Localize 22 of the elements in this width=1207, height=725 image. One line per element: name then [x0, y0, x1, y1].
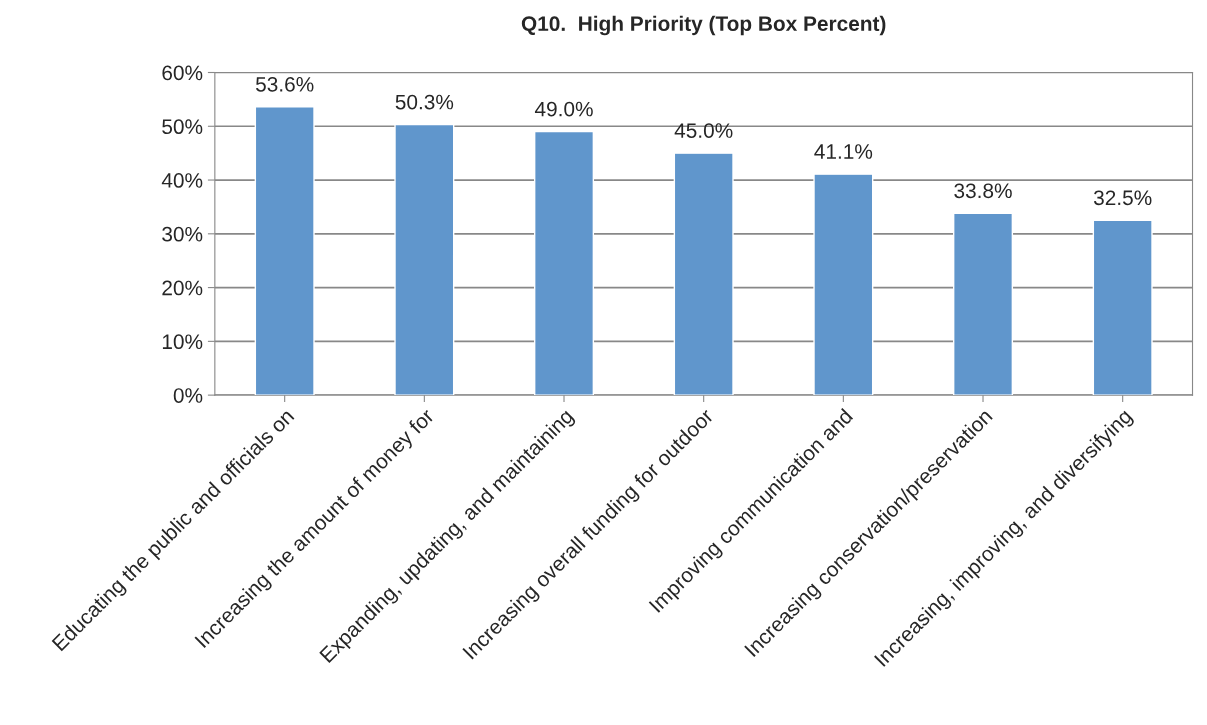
data-label: 33.8% — [954, 183, 1012, 199]
data-label: 41.1% — [814, 144, 873, 159]
data-label: 49.0% — [534, 101, 593, 117]
chart-title: Q10. High Priority (Top Box Percent) — [521, 15, 886, 36]
y-tick-label: 30% — [162, 226, 203, 242]
bar — [533, 130, 595, 396]
y-tick-label: 0% — [173, 388, 203, 403]
data-label: 53.6% — [255, 76, 314, 92]
bar — [813, 173, 874, 396]
bar — [952, 212, 1014, 396]
data-label: 50.3% — [395, 94, 454, 110]
bar — [254, 106, 315, 396]
data-label: 32.5% — [1093, 190, 1152, 206]
y-tick-label: 10% — [162, 334, 203, 350]
data-label: 45.0% — [674, 123, 733, 138]
y-tick-label: 20% — [162, 280, 203, 296]
y-tick-label: 50% — [162, 119, 203, 135]
bar — [394, 123, 455, 396]
bar — [1092, 219, 1153, 396]
y-tick-label: 60% — [162, 65, 203, 81]
y-tick-label: 40% — [161, 173, 203, 188]
bar — [673, 152, 734, 396]
